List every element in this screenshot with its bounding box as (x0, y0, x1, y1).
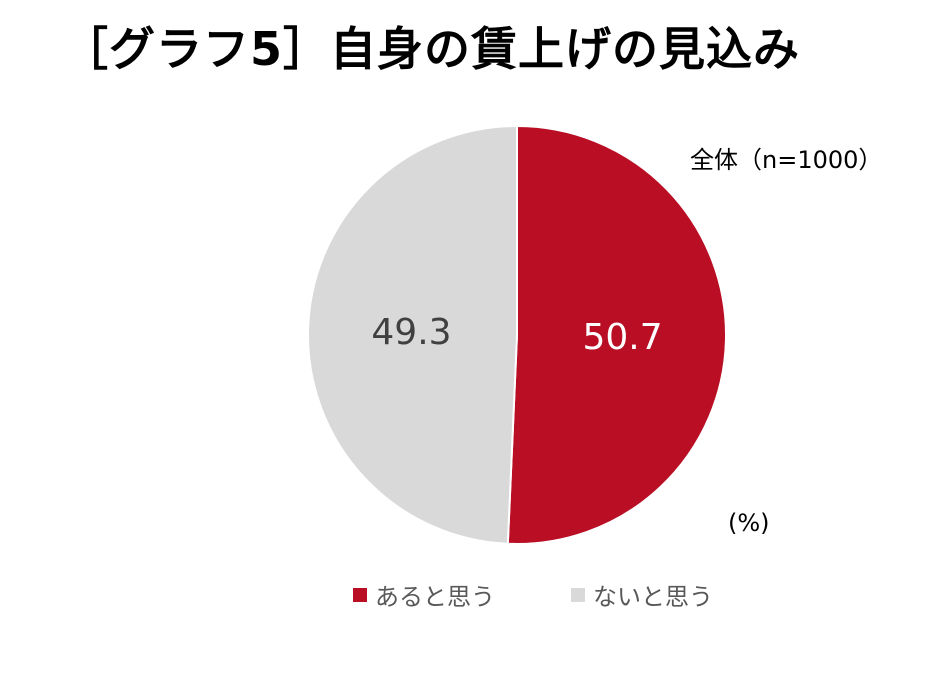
pie-slice-no (307, 124, 518, 545)
sample-size-label: 全体（n=1000） (690, 146, 883, 174)
pie-slice-yes (506, 124, 727, 545)
legend-item-no: ないと思う (571, 577, 713, 612)
legend-swatch-no (571, 587, 585, 602)
legend-item-yes: あると思う (353, 577, 495, 612)
chart-title: ［グラフ5］自身の賃上げの見込み (62, 22, 801, 76)
legend-swatch-yes (353, 587, 367, 602)
unit-label: (%) (728, 509, 770, 537)
pie-slices (307, 124, 727, 545)
legend-label-yes: あると思う (375, 583, 495, 611)
pie-label-yes: 50.7 (582, 317, 662, 358)
legend: あると思う ないと思う (0, 577, 944, 617)
legend-label-no: ないと思う (593, 583, 713, 611)
pie-labels: 50.7 49.3 (371, 312, 662, 358)
pie-label-no: 49.3 (371, 312, 451, 353)
